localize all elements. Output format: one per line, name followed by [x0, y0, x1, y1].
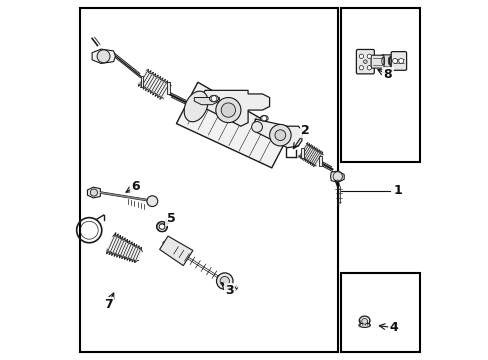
- Polygon shape: [87, 187, 100, 198]
- Polygon shape: [176, 82, 288, 168]
- Polygon shape: [330, 171, 344, 182]
- Circle shape: [215, 98, 241, 123]
- Circle shape: [392, 58, 397, 63]
- Polygon shape: [198, 90, 269, 126]
- Circle shape: [220, 276, 229, 286]
- Ellipse shape: [359, 316, 369, 325]
- Text: 7: 7: [103, 298, 112, 311]
- Bar: [166, 82, 169, 94]
- Circle shape: [398, 58, 403, 63]
- Text: 8: 8: [383, 68, 391, 81]
- Circle shape: [90, 189, 97, 196]
- Circle shape: [359, 54, 363, 58]
- Ellipse shape: [159, 224, 164, 229]
- Circle shape: [216, 273, 233, 289]
- Polygon shape: [298, 143, 323, 167]
- Circle shape: [147, 196, 158, 207]
- Ellipse shape: [209, 95, 218, 102]
- Circle shape: [361, 319, 367, 324]
- Polygon shape: [106, 233, 142, 263]
- Circle shape: [261, 116, 266, 121]
- Circle shape: [332, 172, 342, 181]
- Circle shape: [251, 122, 262, 132]
- Circle shape: [366, 54, 371, 58]
- Polygon shape: [92, 49, 115, 63]
- Ellipse shape: [388, 56, 393, 66]
- Text: 1: 1: [392, 184, 401, 197]
- Circle shape: [269, 125, 290, 146]
- FancyBboxPatch shape: [370, 55, 383, 68]
- Circle shape: [363, 60, 366, 63]
- Ellipse shape: [184, 91, 207, 122]
- Circle shape: [97, 50, 110, 63]
- Text: 3: 3: [224, 284, 233, 297]
- Text: 4: 4: [389, 321, 398, 334]
- Bar: [341, 273, 419, 352]
- Bar: [80, 8, 337, 352]
- Text: 6: 6: [131, 180, 140, 193]
- Circle shape: [211, 96, 217, 102]
- FancyBboxPatch shape: [356, 49, 373, 74]
- Text: 2: 2: [301, 124, 309, 137]
- Circle shape: [366, 66, 371, 70]
- FancyBboxPatch shape: [381, 55, 394, 67]
- Polygon shape: [159, 236, 192, 266]
- Circle shape: [359, 66, 363, 70]
- Bar: [140, 76, 143, 87]
- Bar: [301, 148, 303, 158]
- Ellipse shape: [156, 222, 167, 231]
- Bar: [319, 156, 321, 166]
- Ellipse shape: [260, 116, 267, 121]
- FancyBboxPatch shape: [390, 51, 406, 70]
- Polygon shape: [194, 98, 219, 105]
- Circle shape: [274, 130, 285, 140]
- Ellipse shape: [358, 323, 369, 327]
- Polygon shape: [255, 119, 301, 148]
- Polygon shape: [138, 69, 171, 99]
- Bar: [341, 8, 419, 162]
- Circle shape: [221, 103, 235, 117]
- Text: 5: 5: [166, 212, 175, 225]
